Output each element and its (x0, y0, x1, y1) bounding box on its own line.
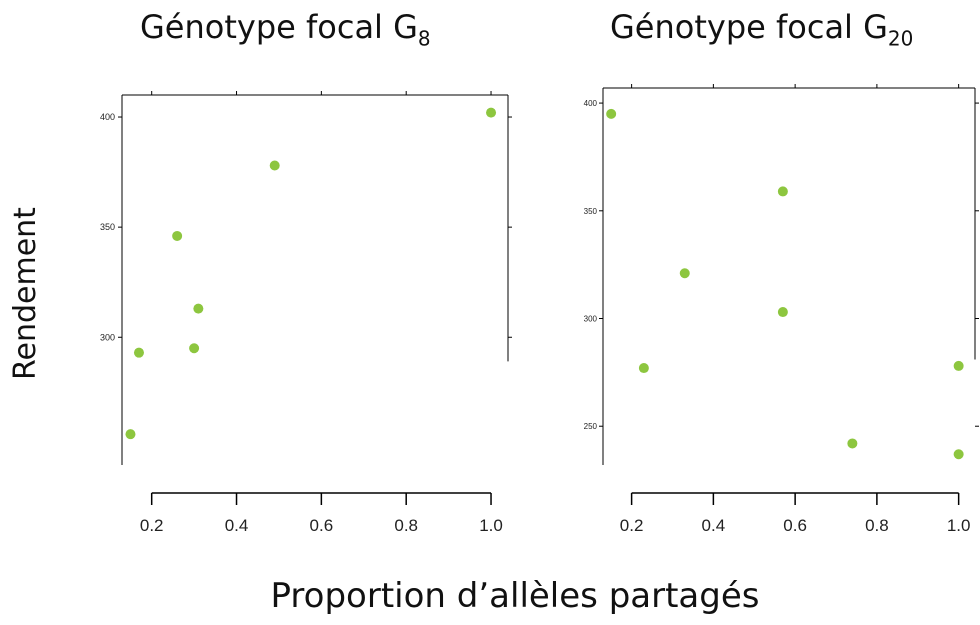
chart-title-right: Génotype focal G20 (610, 8, 914, 51)
data-point (777, 307, 788, 318)
y-tick-label: 400 (584, 99, 598, 108)
x-tick-label: 0.2 (620, 516, 644, 535)
data-point (777, 186, 788, 197)
y-tick-label: 350 (100, 222, 115, 232)
y-tick-label: 250 (584, 422, 598, 431)
x-tick-label: 0.6 (783, 516, 807, 535)
x-tick-label: 1.0 (479, 516, 503, 535)
data-point (133, 347, 144, 358)
x-tick-label: 0.2 (140, 516, 164, 535)
y-tick-label: 400 (100, 112, 115, 122)
data-point (953, 360, 964, 371)
x-axis-label: Proportion d’allèles partagés (270, 576, 760, 616)
data-point (953, 449, 964, 460)
y-tick-label: 350 (584, 207, 598, 216)
x-tick-label: 0.8 (394, 516, 418, 535)
data-point (606, 108, 617, 119)
x-tick-label: 0.8 (865, 516, 889, 535)
x-tick-label: 0.6 (310, 516, 334, 535)
data-point (193, 303, 204, 314)
x-tick-label: 0.4 (702, 516, 726, 535)
data-point (679, 268, 690, 279)
data-point (269, 160, 280, 171)
data-point (125, 429, 136, 440)
x-tick-label: 0.4 (225, 516, 249, 535)
data-point (847, 438, 858, 449)
y-tick-label: 300 (100, 332, 115, 342)
data-point (172, 230, 183, 241)
data-point (638, 363, 649, 374)
data-point (486, 107, 497, 118)
y-tick-label: 300 (584, 315, 598, 324)
chart-title-left: Génotype focal G8 (140, 8, 431, 51)
data-point (189, 343, 200, 354)
x-tick-label: 1.0 (947, 516, 971, 535)
